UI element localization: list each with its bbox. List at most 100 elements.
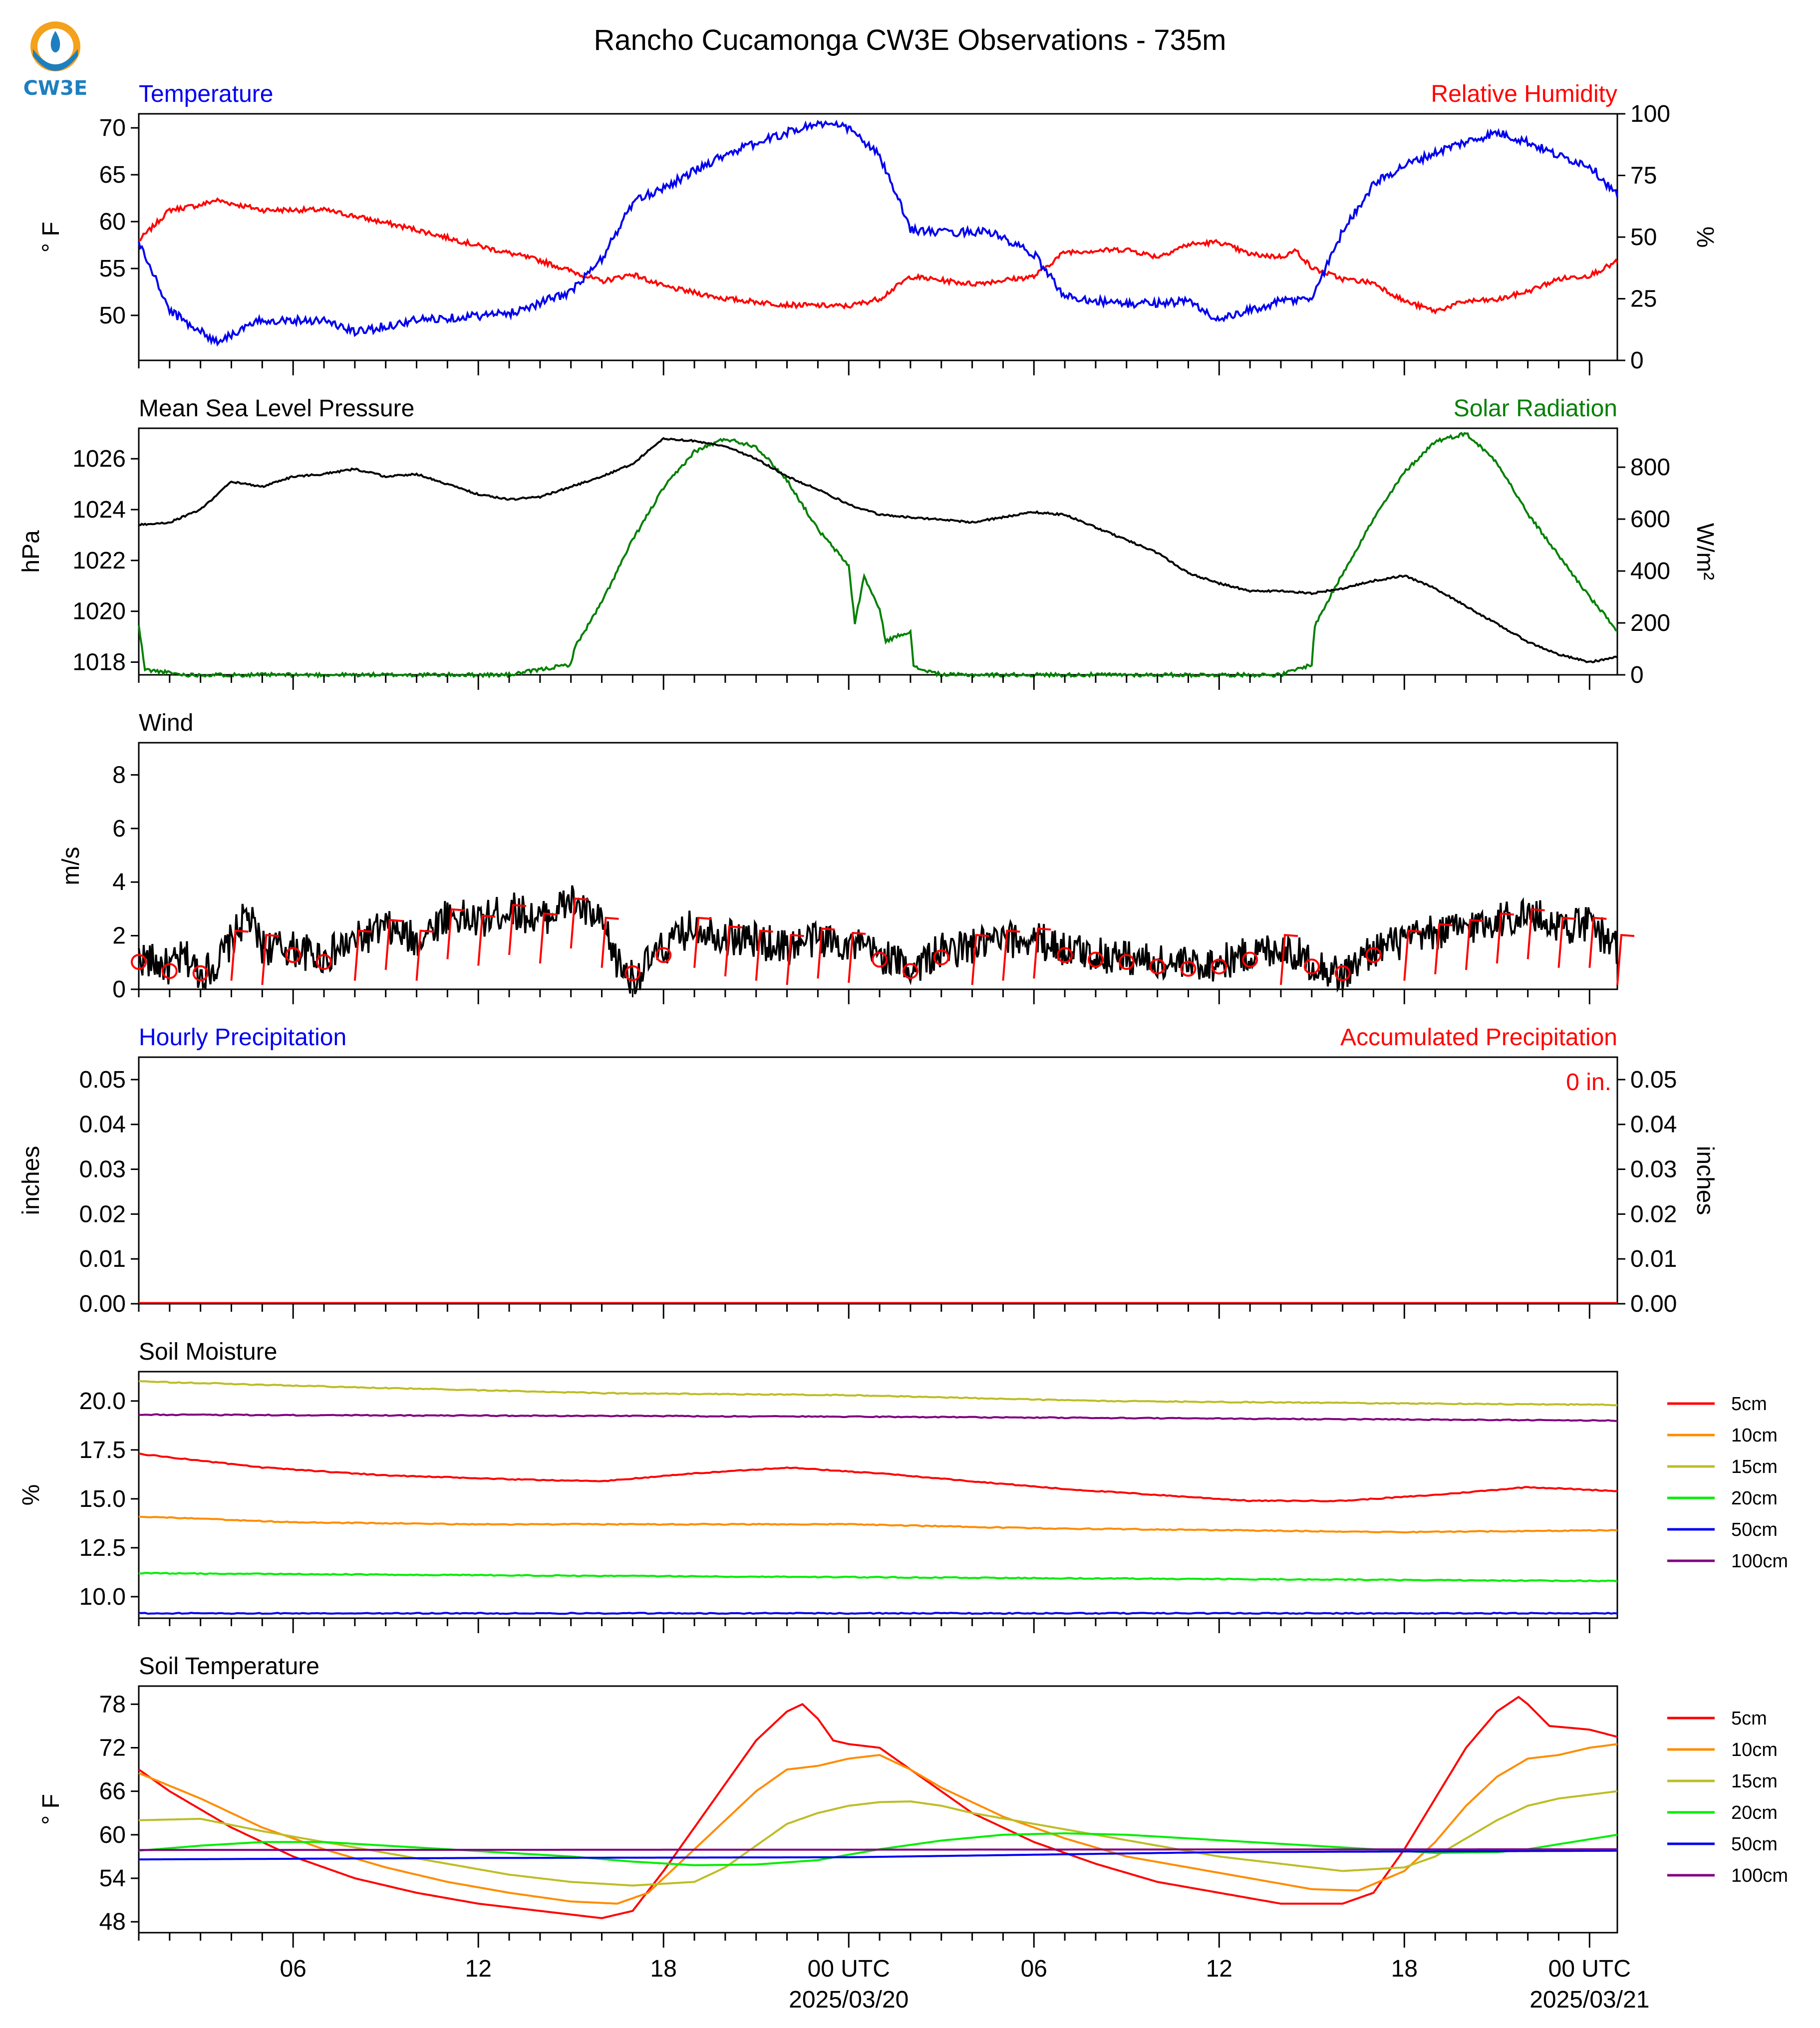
- temp-left-unit: ° F: [38, 222, 64, 253]
- y-tick-label: 4: [112, 869, 126, 895]
- y-tick-label: 55: [99, 256, 126, 282]
- x-tick-label: 00 UTC: [808, 1956, 890, 1982]
- accumulated-precip-label: 0 in.: [1566, 1069, 1611, 1096]
- wind-barb: [1557, 916, 1576, 968]
- precip-left-unit: inches: [18, 1146, 44, 1215]
- y2-tick-label: 0.04: [1630, 1112, 1677, 1138]
- x-tick-label: 12: [1206, 1956, 1232, 1982]
- wind-barb: [1242, 951, 1258, 968]
- wind-barb: [446, 908, 465, 959]
- y2-tick-label: 75: [1630, 163, 1657, 189]
- y-tick-label: 0: [112, 976, 126, 1003]
- soil-temperature-line: [138, 1743, 1618, 1905]
- temp-right-title: Relative Humidity: [1431, 81, 1617, 107]
- y-tick-label: 12.5: [79, 1535, 126, 1561]
- legend-label: 10cm: [1731, 1425, 1778, 1446]
- legend-label: 15cm: [1731, 1456, 1778, 1477]
- x-tick-label: 00 UTC: [1548, 1956, 1631, 1982]
- y2-tick-label: 100: [1630, 101, 1670, 127]
- soil-moisture-line: [138, 1572, 1618, 1583]
- legend-label: 20cm: [1731, 1488, 1778, 1509]
- wind-barb: [508, 903, 527, 955]
- wind-barb: [570, 897, 588, 949]
- wind-plot-frame: [138, 742, 1618, 990]
- y-tick-label: 1024: [72, 497, 126, 523]
- wind-barb: [933, 949, 949, 966]
- wind-barb: [1087, 951, 1104, 968]
- legend-label: 5cm: [1731, 1394, 1767, 1415]
- y2-tick-label: 600: [1630, 506, 1670, 533]
- y-tick-label: 0.03: [79, 1157, 126, 1183]
- wind-barb: [1616, 934, 1635, 985]
- x-tick-label: 18: [1391, 1956, 1418, 1982]
- y2-tick-label: 0.03: [1630, 1157, 1677, 1183]
- wind-left-unit: m/s: [58, 847, 84, 885]
- y-tick-label: 17.5: [79, 1437, 126, 1463]
- wind-barb: [1365, 947, 1382, 963]
- y2-tick-label: 50: [1630, 224, 1657, 251]
- x-tick-sublabel: 2025/03/20: [789, 1987, 909, 2013]
- y-tick-label: 1018: [72, 649, 126, 676]
- temp-left-title: Temperature: [139, 81, 273, 107]
- cw3e-logo-icon: CW3E: [23, 21, 87, 100]
- soilm-left-title: Soil Moisture: [139, 1339, 277, 1365]
- legend-label: 50cm: [1731, 1519, 1778, 1540]
- y-tick-label: 0.02: [79, 1201, 126, 1227]
- soil-temperature-line: [138, 1696, 1618, 1919]
- wind-barb: [848, 931, 866, 983]
- legend-label: 15cm: [1731, 1771, 1778, 1792]
- y-tick-label: 60: [99, 1822, 126, 1848]
- wind-barb: [1303, 958, 1320, 975]
- wind-barb: [192, 965, 209, 981]
- wind-barb: [1588, 916, 1607, 968]
- soil-temperature-line: [139, 1848, 1617, 1851]
- wind-barb: [693, 916, 712, 968]
- pressure-line: [138, 437, 1618, 664]
- y-tick-label: 20.0: [79, 1388, 126, 1415]
- wind-barb: [786, 934, 804, 985]
- wind-barb: [624, 965, 641, 981]
- y-tick-label: 54: [99, 1865, 126, 1892]
- pressure-right-unit: W/m²: [1692, 523, 1718, 580]
- y2-tick-label: 0.01: [1630, 1246, 1677, 1272]
- wind-barb: [601, 916, 619, 968]
- y-tick-label: 66: [99, 1778, 126, 1805]
- y-tick-label: 8: [112, 762, 126, 788]
- soilt-plot-frame: [138, 1685, 1618, 1934]
- pressure-left-unit: hPa: [18, 530, 44, 573]
- y2-tick-label: 25: [1630, 286, 1657, 312]
- legend-label: 20cm: [1731, 1802, 1778, 1823]
- pressure-plot-frame: [138, 427, 1618, 676]
- legend-label: 5cm: [1731, 1708, 1767, 1729]
- wind-speed-line: [138, 885, 1618, 995]
- legend-label: 100cm: [1731, 1865, 1788, 1886]
- soil-moisture-line: [138, 1452, 1618, 1502]
- wind-barb: [1496, 912, 1514, 964]
- y-tick-label: 60: [99, 209, 126, 235]
- wind-barb: [1180, 960, 1197, 977]
- soil-temperature-line: [138, 1849, 1617, 1861]
- x-tick-label: 06: [280, 1956, 306, 1982]
- y2-tick-label: 0.02: [1630, 1201, 1677, 1227]
- precip-left-title: Hourly Precipitation: [139, 1024, 346, 1051]
- y-tick-label: 1026: [72, 446, 126, 472]
- wind-barb: [1118, 954, 1135, 970]
- wind-barb: [285, 947, 302, 963]
- y-tick-label: 6: [112, 816, 126, 842]
- wind-barb: [1526, 908, 1545, 959]
- x-tick-label: 12: [465, 1956, 492, 1982]
- wind-barb: [161, 963, 178, 979]
- y-tick-label: 2: [112, 923, 126, 949]
- wind-barb: [902, 963, 918, 979]
- x-tick-sublabel: 2025/03/21: [1529, 1987, 1649, 2013]
- y-tick-label: 48: [99, 1909, 126, 1935]
- pressure-right-title: Solar Radiation: [1454, 395, 1617, 422]
- y2-tick-label: 0.05: [1630, 1067, 1677, 1093]
- wind-barb: [384, 919, 403, 970]
- temp-right-unit: %: [1692, 227, 1718, 248]
- y-tick-label: 78: [99, 1691, 126, 1718]
- legend-label: 100cm: [1731, 1551, 1788, 1572]
- y-tick-label: 50: [99, 302, 126, 329]
- y2-tick-label: 400: [1630, 558, 1670, 584]
- x-tick-label: 18: [650, 1956, 677, 1982]
